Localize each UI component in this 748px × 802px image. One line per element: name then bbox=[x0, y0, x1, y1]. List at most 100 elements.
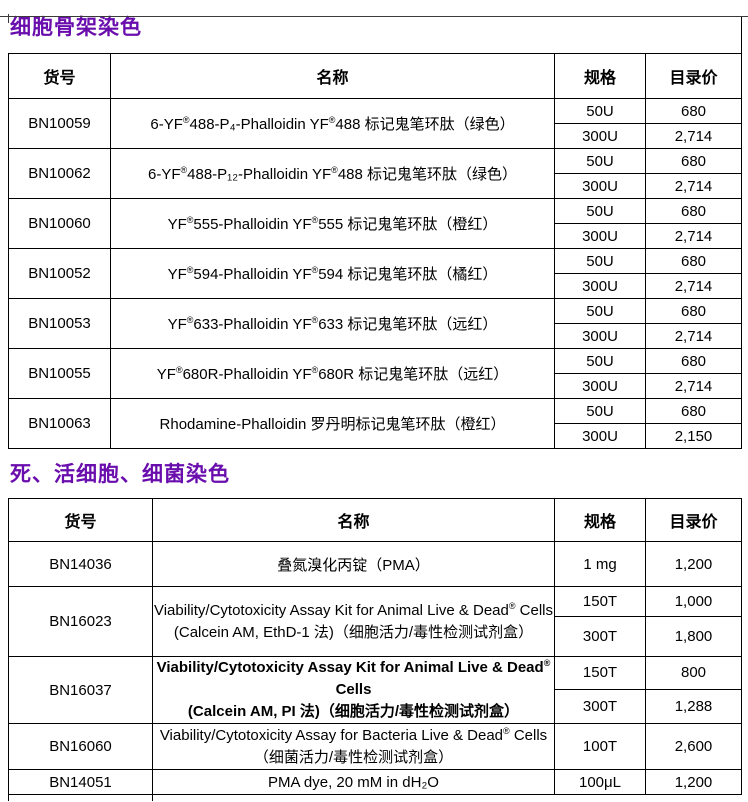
catalog-cell: BN16037 bbox=[8, 656, 153, 724]
header-catalog: 货号 bbox=[8, 498, 153, 542]
top-border-line bbox=[0, 16, 748, 17]
catalog-cell: BN16060 bbox=[8, 723, 153, 770]
spec-cell: 300U bbox=[554, 173, 646, 199]
table-row: BN10053 YF®633-Phalloidin YF®633 标记鬼笔环肽（… bbox=[8, 298, 742, 349]
catalog-cell: BN10059 bbox=[8, 98, 111, 149]
table-subrow: 300U 2,150 bbox=[9, 423, 742, 449]
price-cell: 680 bbox=[645, 398, 742, 424]
table-row: BN14051 PMA dye, 20 mM in dH₂O 100μL 1,2… bbox=[8, 769, 742, 795]
title-row-right-border bbox=[741, 17, 742, 68]
clipped-next-row-borders bbox=[8, 795, 748, 801]
table-subrow: 300U 2,714 bbox=[9, 223, 742, 249]
catalog-cell: BN10055 bbox=[8, 348, 111, 399]
spec-cell: 50U bbox=[554, 348, 646, 374]
price-cell: 1,200 bbox=[645, 769, 742, 795]
name-line-2: （细菌活力/毒性检测试剂盒） bbox=[253, 748, 454, 766]
spec-cell: 150T bbox=[554, 656, 646, 690]
name-cell: Viability/Cytotoxicity Assay Kit for Ani… bbox=[152, 656, 555, 724]
table-row: BN10063 Rhodamine-Phalloidin 罗丹明标记鬼笔环肽（橙… bbox=[8, 398, 742, 449]
price-cell: 1,200 bbox=[645, 541, 742, 587]
catalog-cell: BN10052 bbox=[8, 248, 111, 299]
table-row: BN10062 6-YF®488-P₁₂-Phalloidin YF®488 标… bbox=[8, 148, 742, 199]
spec-cell: 50U bbox=[554, 148, 646, 174]
spec-cell: 50U bbox=[554, 248, 646, 274]
table-row: BN10052 YF®594-Phalloidin YF®594 标记鬼笔环肽（… bbox=[8, 248, 742, 299]
catalog-cell: BN14036 bbox=[8, 541, 153, 587]
spec-cell: 50U bbox=[554, 198, 646, 224]
name-cell: YF®633-Phalloidin YF®633 标记鬼笔环肽（远红） bbox=[110, 298, 555, 349]
top-left-border-tick bbox=[8, 14, 9, 23]
table-header-row: 货号 名称 规格 目录价 bbox=[8, 498, 742, 542]
price-cell: 800 bbox=[645, 656, 742, 690]
catalog-cell: BN10063 bbox=[8, 398, 111, 449]
table-subrow: 300U 2,714 bbox=[9, 273, 742, 299]
table-subrow: 300T 1,288 bbox=[9, 688, 742, 725]
spec-cell: 300T bbox=[554, 688, 646, 725]
header-name: 名称 bbox=[152, 498, 555, 542]
name-cell: 6-YF®488-P₁₂-Phalloidin YF®488 标记鬼笔环肽（绿色… bbox=[110, 148, 555, 199]
table-row: BN16060 Viability/Cytotoxicity Assay for… bbox=[8, 723, 742, 770]
catalog-cell: BN10060 bbox=[8, 198, 111, 249]
spec-cell: 300U bbox=[554, 373, 646, 399]
table-subrow: 300U 2,714 bbox=[9, 373, 742, 399]
live-dead-table: 货号 名称 规格 目录价 BN14036 叠氮溴化丙锭（PMA） 1 mg 1,… bbox=[8, 498, 742, 795]
price-cell: 2,714 bbox=[645, 373, 742, 399]
price-cell: 680 bbox=[645, 248, 742, 274]
table-row: BN10055 YF®680R-Phalloidin YF®680R 标记鬼笔环… bbox=[8, 348, 742, 399]
name-cell: 叠氮溴化丙锭（PMA） bbox=[152, 541, 555, 587]
header-price: 目录价 bbox=[645, 53, 742, 99]
table-row: BN14036 叠氮溴化丙锭（PMA） 1 mg 1,200 bbox=[8, 541, 742, 587]
spec-cell: 300T bbox=[554, 616, 646, 657]
name-line-1: Viability/Cytotoxicity Assay for Bacteri… bbox=[159, 725, 548, 744]
spec-cell: 50U bbox=[554, 298, 646, 324]
name-cell: YF®555-Phalloidin YF®555 标记鬼笔环肽（橙红） bbox=[110, 198, 555, 249]
catalog-cell: BN14051 bbox=[8, 769, 153, 795]
spec-cell: 100μL bbox=[554, 769, 646, 795]
price-cell: 1,288 bbox=[645, 688, 742, 725]
catalog-cell: BN10053 bbox=[8, 298, 111, 349]
spec-cell: 300U bbox=[554, 223, 646, 249]
spec-cell: 300U bbox=[554, 423, 646, 449]
table-subrow: 300U 2,714 bbox=[9, 173, 742, 199]
catalog-cell: BN10062 bbox=[8, 148, 111, 199]
header-catalog: 货号 bbox=[8, 53, 111, 99]
column-border-fragment bbox=[152, 795, 153, 801]
spec-cell: 50U bbox=[554, 98, 646, 124]
table-header-row: 货号 名称 规格 目录价 bbox=[8, 53, 742, 99]
table-row: BN10059 6-YF®488-P₄-Phalloidin YF®488 标记… bbox=[8, 98, 742, 149]
table-row: BN16023 Viability/Cytotoxicity Assay Kit… bbox=[8, 586, 742, 657]
name-cell: PMA dye, 20 mM in dH₂O bbox=[152, 769, 555, 795]
section-title-cytoskeleton: 细胞骨架染色 bbox=[10, 16, 142, 39]
table-row: BN10060 YF®555-Phalloidin YF®555 标记鬼笔环肽（… bbox=[8, 198, 742, 249]
price-cell: 1,000 bbox=[645, 586, 742, 617]
spec-cell: 300U bbox=[554, 323, 646, 349]
catalog-cell: BN16023 bbox=[8, 586, 153, 657]
table-subrow: 300U 2,714 bbox=[9, 123, 742, 149]
name-line-1: Viability/Cytotoxicity Assay Kit for Ani… bbox=[153, 600, 554, 619]
cytoskeleton-table: 货号 名称 规格 目录价 BN10059 6-YF®488-P₄-Phalloi… bbox=[8, 53, 742, 449]
left-border-fragment bbox=[8, 795, 9, 801]
name-line-2: (Calcein AM, EthD-1 法)（细胞活力/毒性检测试剂盒） bbox=[173, 623, 534, 641]
price-cell: 2,714 bbox=[645, 273, 742, 299]
price-cell: 2,600 bbox=[645, 723, 742, 770]
name-cell: YF®594-Phalloidin YF®594 标记鬼笔环肽（橘红） bbox=[110, 248, 555, 299]
spec-cell: 300U bbox=[554, 273, 646, 299]
table-subrow: 300U 2,714 bbox=[9, 323, 742, 349]
name-cell: 6-YF®488-P₄-Phalloidin YF®488 标记鬼笔环肽（绿色） bbox=[110, 98, 555, 149]
spec-cell: 50U bbox=[554, 398, 646, 424]
header-price: 目录价 bbox=[645, 498, 742, 542]
name-cell: Rhodamine-Phalloidin 罗丹明标记鬼笔环肽（橙红） bbox=[110, 398, 555, 449]
price-cell: 680 bbox=[645, 148, 742, 174]
spec-cell: 100T bbox=[554, 723, 646, 770]
price-cell: 680 bbox=[645, 98, 742, 124]
price-cell: 680 bbox=[645, 348, 742, 374]
price-cell: 1,800 bbox=[645, 616, 742, 657]
price-cell: 680 bbox=[645, 298, 742, 324]
section-title-live-dead: 死、活细胞、细菌染色 bbox=[10, 463, 230, 486]
price-cell: 2,714 bbox=[645, 223, 742, 249]
name-line-2: (Calcein AM, PI 法)（细胞活力/毒性检测试剂盒） bbox=[187, 703, 520, 720]
price-cell: 680 bbox=[645, 198, 742, 224]
price-cell: 2,150 bbox=[645, 423, 742, 449]
header-name: 名称 bbox=[110, 53, 555, 99]
name-line-1: Viability/Cytotoxicity Assay Kit for Ani… bbox=[156, 658, 551, 699]
